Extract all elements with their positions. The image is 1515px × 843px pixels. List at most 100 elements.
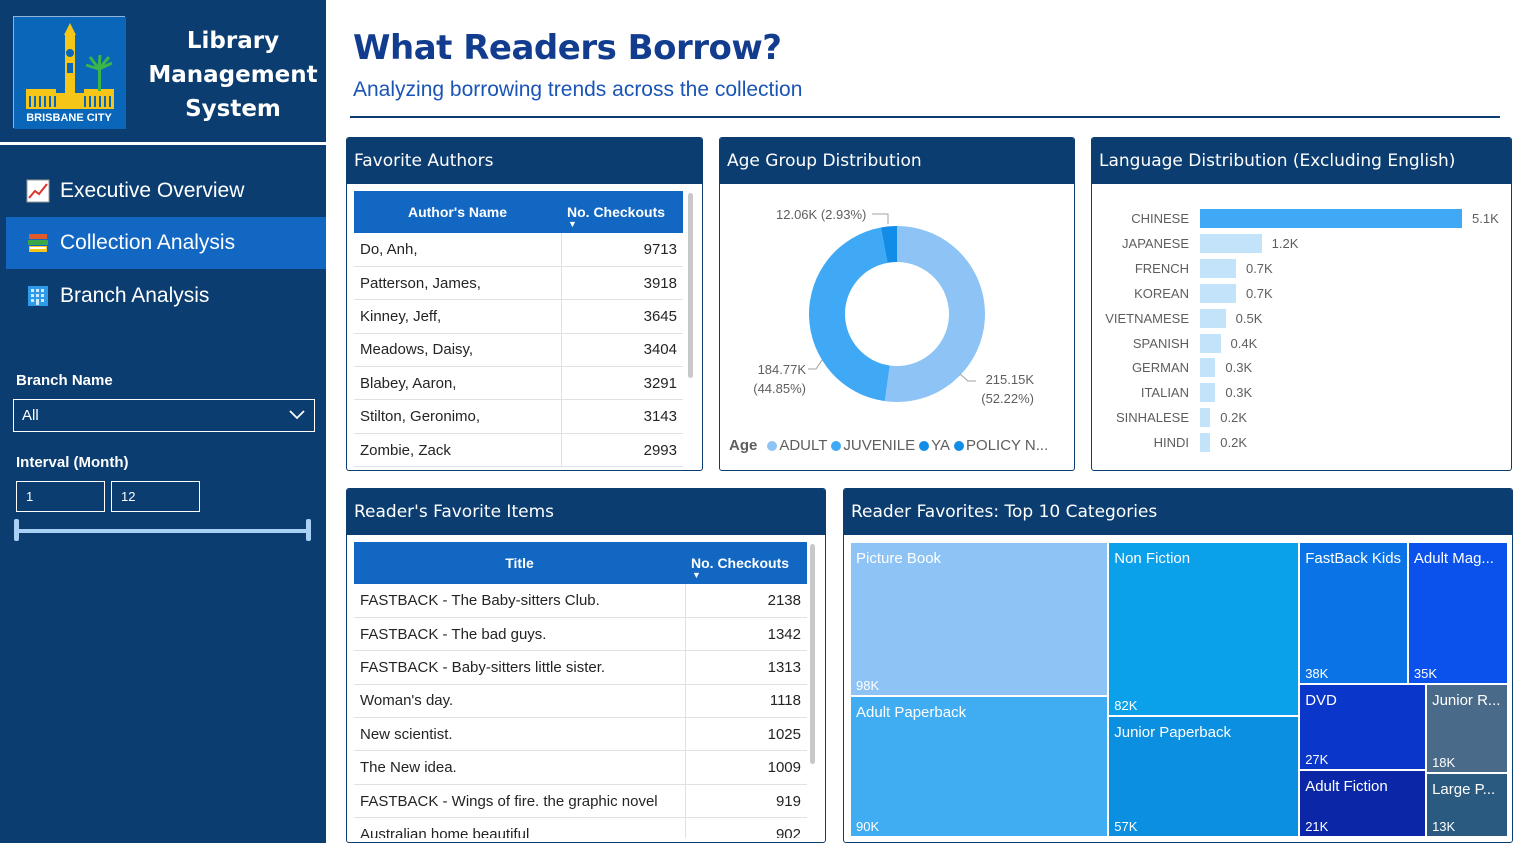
language-bar-value: 0.5K xyxy=(1235,310,1263,326)
card-title: Language Distribution (Excluding English… xyxy=(1092,138,1511,184)
language-bar[interactable] xyxy=(1200,233,1262,253)
interval-to-input[interactable]: 12 xyxy=(111,481,200,512)
nav-collection-analysis[interactable]: Collection Analysis xyxy=(6,217,326,269)
table-row[interactable]: Meadows, Daisy, 3404 xyxy=(354,333,683,368)
interval-from-input[interactable]: 1 xyxy=(16,481,105,512)
authors-scrollbar[interactable] xyxy=(688,193,693,378)
donut-slice-ya[interactable] xyxy=(880,226,897,263)
column-header-checkouts[interactable]: No. Checkouts ▼ xyxy=(685,542,807,584)
brisbane-city-logo: BRISBANE CITY xyxy=(13,16,126,129)
app-title-line2: Management xyxy=(148,62,318,88)
table-row[interactable]: Blabey, Aaron, 3291 xyxy=(354,366,683,401)
donut-slice-juvenile[interactable] xyxy=(809,227,890,402)
app-title-line3: System xyxy=(185,96,281,122)
top-categories-card: Reader Favorites: Top 10 Categories Pict… xyxy=(843,488,1513,843)
item-title-cell: FASTBACK - The Baby-sitters Club. xyxy=(354,584,685,618)
author-name-cell: Zombie, Zack xyxy=(354,433,561,468)
legend-item-ya[interactable]: YA xyxy=(931,437,951,454)
author-name-cell: Blabey, Aaron, xyxy=(354,366,561,401)
language-bar[interactable] xyxy=(1200,433,1211,453)
treemap-cell-value: 27K xyxy=(1305,751,1329,767)
table-row[interactable]: Australian home beautiful 902 xyxy=(354,817,807,838)
table-row[interactable]: New scientist. 1025 xyxy=(354,717,807,752)
nav-label: Branch Analysis xyxy=(60,284,210,307)
column-header-author-name[interactable]: Author's Name xyxy=(354,191,561,233)
language-bar-value: 0.3K xyxy=(1225,385,1253,401)
interval-slider-end-handle[interactable] xyxy=(306,519,311,541)
treemap-cell-label: Junior Paperback xyxy=(1114,724,1231,742)
language-category-label: CHINESE xyxy=(1131,211,1189,226)
treemap-cell-large-p[interactable]: Large P... 13K xyxy=(1426,772,1508,837)
sidebar: BRISBANE CITY Library Management System … xyxy=(0,0,326,843)
language-bar[interactable] xyxy=(1200,408,1211,428)
treemap-cell-value: 18K xyxy=(1432,754,1456,770)
table-row[interactable]: Patterson, James, 3918 xyxy=(354,266,683,301)
legend-dot-juvenile xyxy=(831,440,842,451)
author-name-cell: Kinney, Jeff, xyxy=(354,299,561,334)
treemap-cell-value: 90K xyxy=(856,818,880,834)
table-row[interactable]: FASTBACK - Baby-sitters little sister. 13… xyxy=(354,650,807,685)
treemap-cell-adult-fiction[interactable]: Adult Fiction 21K xyxy=(1299,769,1427,837)
page-subtitle: Analyzing borrowing trends across the co… xyxy=(353,78,803,101)
nav-label: Executive Overview xyxy=(60,179,245,202)
legend-item-juvenile[interactable]: JUVENILE xyxy=(843,437,916,454)
categories-treemap: Picture Book 98K Adult Paperback 90K Non Fic… xyxy=(850,542,1508,837)
adult-percent: (52.22%) xyxy=(981,391,1034,406)
table-row[interactable]: Woman's day. 1118 xyxy=(354,684,807,719)
language-bar[interactable] xyxy=(1200,308,1226,328)
treemap-cell-picture-book[interactable]: Picture Book 98K xyxy=(850,542,1109,696)
checkouts-cell: 3645 xyxy=(560,299,683,334)
item-title-cell: FASTBACK - Wings of fire. the graphic no… xyxy=(354,784,685,819)
language-bar[interactable] xyxy=(1200,383,1216,403)
treemap-cell-label: Adult Paperback xyxy=(856,703,967,721)
treemap-cell-value: 57K xyxy=(1114,818,1138,834)
checkouts-cell: 3143 xyxy=(560,399,683,434)
age-group-card: Age Group Distribution 12.06K (2.93%) 18… xyxy=(719,137,1075,471)
treemap-cell-adult-paperback[interactable]: Adult Paperback 90K xyxy=(850,695,1109,837)
treemap-cell-dvd[interactable]: DVD 27K xyxy=(1299,683,1427,770)
treemap-cell-fastback-kids[interactable]: FastBack Kids 38K xyxy=(1299,542,1408,684)
language-bar[interactable] xyxy=(1200,258,1236,278)
interval-slider-start-handle[interactable] xyxy=(14,519,19,541)
branch-name-dropdown[interactable]: All xyxy=(13,399,315,432)
language-bar-value: 0.2K xyxy=(1220,435,1248,451)
treemap-cell-value: 35K xyxy=(1413,665,1438,681)
item-title-cell: The New idea. xyxy=(354,750,685,785)
language-bar[interactable] xyxy=(1200,333,1221,353)
table-row[interactable]: Stilton, Geronimo, 3143 xyxy=(354,399,683,434)
treemap-cell-adult-mag[interactable]: Adult Mag... 35K xyxy=(1407,542,1508,684)
legend-item-adult[interactable]: ADULT xyxy=(779,437,828,454)
table-row[interactable]: FASTBACK - Wings of fire. the graphic no… xyxy=(354,784,807,819)
table-row[interactable]: The New idea. 1009 xyxy=(354,750,807,785)
table-row[interactable]: Kinney, Jeff, 3645 xyxy=(354,299,683,334)
items-scrollbar[interactable] xyxy=(810,544,815,764)
language-bar[interactable] xyxy=(1200,209,1462,228)
legend-item-policy[interactable]: POLICY N... xyxy=(966,437,1049,454)
nav-executive-overview[interactable]: Executive Overview xyxy=(6,165,326,217)
treemap-cell-label: Non Fiction xyxy=(1114,550,1191,567)
column-header-title[interactable]: Title xyxy=(354,542,685,584)
donut-slice-adult[interactable] xyxy=(884,226,985,402)
treemap-cell-junior-r[interactable]: Junior R... 18K xyxy=(1426,683,1508,773)
column-header-label: No. Checkouts xyxy=(567,204,666,220)
language-bar[interactable] xyxy=(1200,358,1216,378)
table-row[interactable]: FASTBACK - The Baby-sitters Club. 2138 xyxy=(354,584,807,618)
table-row[interactable]: Do, Anh, 9713 xyxy=(354,233,683,267)
treemap-cell-junior-paperback[interactable]: Junior Paperback 57K xyxy=(1108,716,1300,837)
nav-branch-analysis[interactable]: Branch Analysis xyxy=(6,270,326,322)
app-title: Library Management System xyxy=(140,24,326,126)
table-row[interactable]: FASTBACK - The bad guys. 1342 xyxy=(354,617,807,652)
age-donut-chart xyxy=(808,213,985,402)
donut-leader-line xyxy=(808,359,823,370)
donut-leader-line xyxy=(959,373,976,382)
column-header-checkouts[interactable]: No. Checkouts ▼ xyxy=(561,191,683,233)
language-bar-value: 0.2K xyxy=(1220,410,1248,426)
table-row[interactable]: Zombie, Zack 2993 xyxy=(354,433,683,468)
interval-slider-track[interactable] xyxy=(17,529,309,533)
treemap-cell-non-fiction[interactable]: Non Fiction 82K xyxy=(1108,542,1300,717)
treemap-cell-value: 38K xyxy=(1305,665,1329,681)
legend-dot-adult xyxy=(767,440,778,451)
juvenile-percent: (44.85%) xyxy=(753,381,806,396)
page-title: What Readers Borrow? xyxy=(353,28,782,68)
language-bar[interactable] xyxy=(1200,283,1236,303)
